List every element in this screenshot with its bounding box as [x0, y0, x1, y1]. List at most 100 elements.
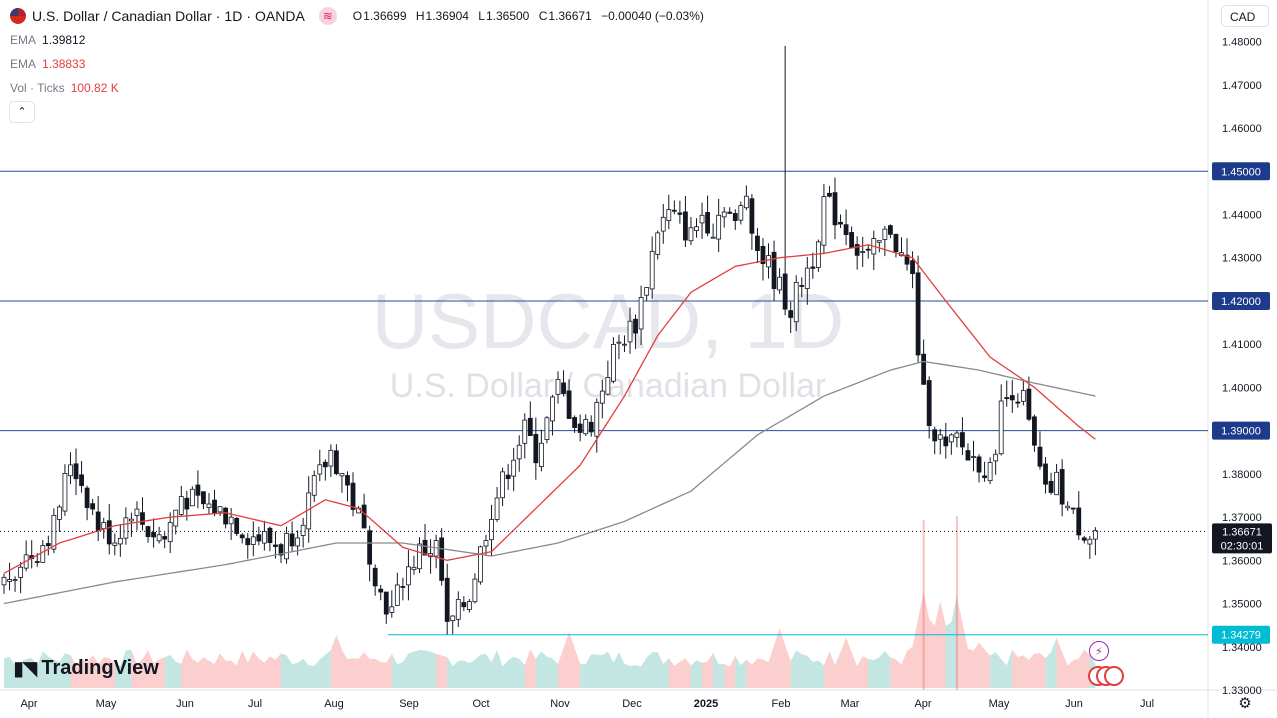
volume-segment [4, 656, 10, 688]
candle-body [655, 232, 661, 255]
candle-body [51, 514, 57, 550]
x-tick-label: Sep [399, 698, 419, 710]
volume-segment [569, 631, 575, 688]
candle-body [394, 584, 400, 606]
candle-body [732, 213, 738, 221]
y-tick-label: 1.34000 [1222, 642, 1262, 654]
volume-segment [713, 652, 719, 688]
candle-body [854, 244, 860, 256]
volume-segment [1028, 653, 1035, 688]
candle-body [644, 287, 650, 296]
volume-segment [59, 653, 65, 688]
candle-body [417, 543, 422, 570]
volume-segment [42, 651, 49, 688]
volume-segment [779, 627, 786, 688]
candle-body [710, 236, 716, 239]
volume-segment [696, 660, 703, 688]
ema-slow-legend[interactable]: EMA 1.38833 [10, 57, 86, 71]
volume-area [4, 591, 1096, 688]
y-tick-label: 1.41000 [1222, 339, 1262, 351]
settings-icon[interactable]: ⚙ [1238, 695, 1252, 712]
volume-segment [508, 656, 514, 688]
candle-body [134, 508, 140, 516]
volume-segment [1001, 659, 1007, 688]
candle-body [505, 474, 511, 480]
change-value: −0.00040 (−0.03%) [601, 9, 704, 23]
candle-body [649, 250, 655, 290]
candle-body [300, 524, 306, 536]
symbol-name[interactable]: U.S. Dollar / Canadian Dollar [32, 8, 212, 24]
volume-segment [618, 652, 625, 688]
volume-segment [264, 656, 270, 688]
candle-body [971, 456, 976, 458]
volume-segment [624, 663, 631, 688]
volume-segment [951, 596, 957, 688]
volume-segment [441, 655, 448, 688]
candle-body [738, 205, 744, 221]
candle-body [572, 417, 578, 428]
level-price-tag [1212, 162, 1270, 181]
volume-segment [740, 659, 747, 688]
lightning-icon[interactable]: ⚡ [1089, 641, 1109, 661]
x-tick-label: Mar [841, 698, 860, 710]
candle-body [960, 432, 965, 448]
candle-body [1043, 463, 1048, 485]
currency-coins-icon[interactable] [1088, 666, 1124, 688]
volume-segment [635, 665, 642, 688]
x-tick-label: Dec [622, 698, 642, 710]
ema-fast-legend[interactable]: EMA 1.39812 [10, 33, 86, 47]
volume-segment [823, 651, 830, 688]
currency-button[interactable]: CAD [1221, 5, 1269, 27]
volume-segment [53, 659, 60, 688]
volume-segment [131, 649, 137, 688]
x-tick-label: Jul [248, 698, 262, 710]
candle-body [932, 429, 938, 442]
candle-body [1015, 401, 1021, 404]
volume-segment [519, 659, 525, 688]
candle-body [322, 461, 328, 468]
volume-segment [1073, 658, 1079, 688]
candle-body [1065, 505, 1071, 509]
volume-legend[interactable]: Vol · Ticks 100.82 K [10, 81, 119, 95]
volume-segment [502, 660, 509, 688]
compare-icon[interactable]: ≋ [318, 7, 337, 25]
volume-segment [979, 642, 985, 688]
volume-segment [214, 653, 221, 688]
candle-body [228, 516, 234, 525]
candle-body [1, 576, 7, 586]
volume-segment [907, 646, 913, 688]
volume-segment [330, 634, 337, 688]
volume-segment [702, 661, 708, 688]
x-tick-label: Feb [772, 698, 791, 710]
last-price-tag [1212, 523, 1272, 554]
candle-body [915, 272, 921, 356]
interval-label[interactable]: 1D [224, 8, 243, 24]
volume-segment [857, 656, 863, 688]
candle-body [771, 251, 777, 290]
candle-body [1026, 388, 1032, 420]
volume-segment [353, 658, 359, 688]
volume-segment [1078, 649, 1085, 688]
volume-segment [751, 658, 758, 688]
volume-segment [20, 658, 27, 688]
volume-segment [807, 655, 813, 688]
chevron-up-icon[interactable]: ⌃ [9, 101, 35, 123]
candle-body [926, 380, 932, 426]
last-price-label: 1.36671 [1222, 526, 1262, 538]
candle-body [849, 232, 855, 249]
volume-segment [1006, 649, 1013, 688]
candle-body [1070, 507, 1076, 510]
candle-body [965, 450, 971, 461]
candle-body [45, 543, 51, 547]
volume-segment [774, 627, 780, 688]
volume-segment [98, 656, 104, 688]
volume-segment [596, 654, 603, 688]
candle-body [389, 606, 395, 613]
volume-segment [397, 661, 403, 688]
volume-segment [546, 656, 553, 688]
level-price-tag [1212, 291, 1270, 310]
candle-body [749, 198, 755, 234]
volume-segment [197, 657, 204, 688]
volume-segment [469, 659, 475, 688]
